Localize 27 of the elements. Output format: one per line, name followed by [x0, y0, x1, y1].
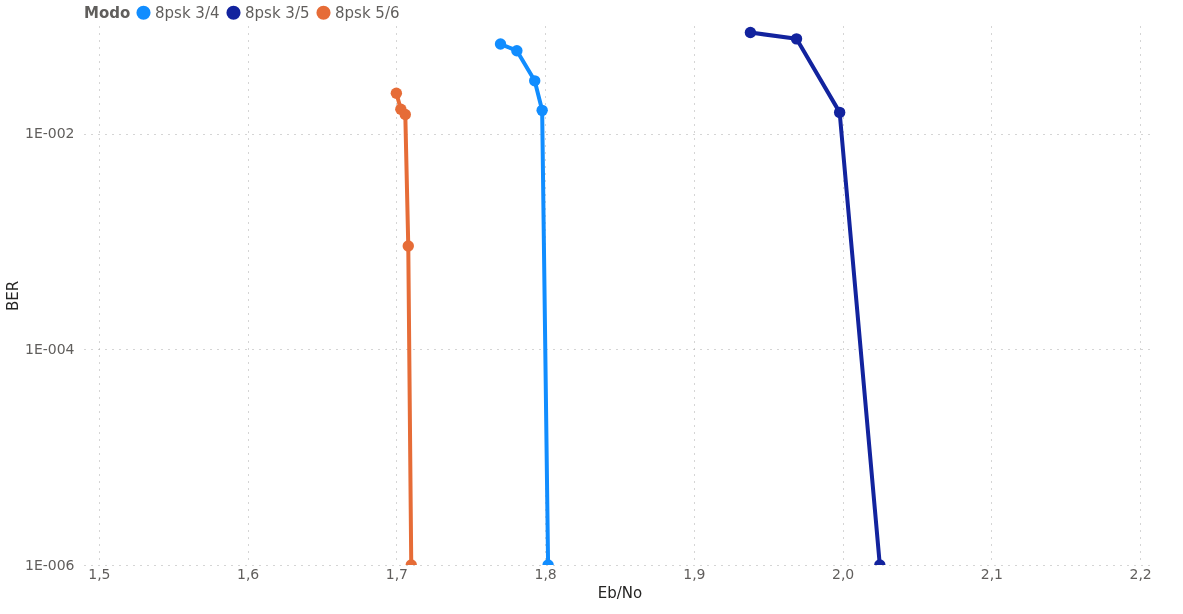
- x-tick-label: 1,5: [88, 565, 111, 582]
- point: [790, 33, 803, 45]
- x-axis-title: Eb/No: [597, 583, 643, 602]
- point: [390, 87, 403, 99]
- x-tick-label: 1,6: [236, 565, 260, 582]
- x-tick-label: 2,0: [831, 565, 855, 582]
- point: [536, 104, 548, 117]
- y-tick-label: 1E-002: [24, 125, 75, 142]
- x-tick-label: 1,9: [683, 565, 706, 582]
- point: [402, 240, 414, 252]
- legend-title: Modo: [84, 4, 131, 22]
- point: [744, 26, 757, 39]
- legend-label: 8psk 5/6: [335, 3, 400, 22]
- legend-label: 8psk 3/4: [155, 3, 220, 22]
- y-axis-title: BER: [3, 280, 22, 312]
- x-tick-label: 1,7: [385, 565, 409, 582]
- x-tick-label: 2,2: [1129, 565, 1152, 582]
- x-tick-label: 2,1: [980, 565, 1004, 582]
- point: [399, 108, 411, 121]
- point: [529, 75, 541, 87]
- legend-label: 8psk 3/5: [245, 3, 310, 22]
- point: [494, 38, 507, 50]
- y-tick-label: 1E-004: [24, 340, 75, 357]
- point: [511, 45, 523, 57]
- y-tick-label: 1E-006: [24, 556, 75, 573]
- x-tick-label: 1,8: [534, 565, 557, 582]
- point: [833, 106, 846, 119]
